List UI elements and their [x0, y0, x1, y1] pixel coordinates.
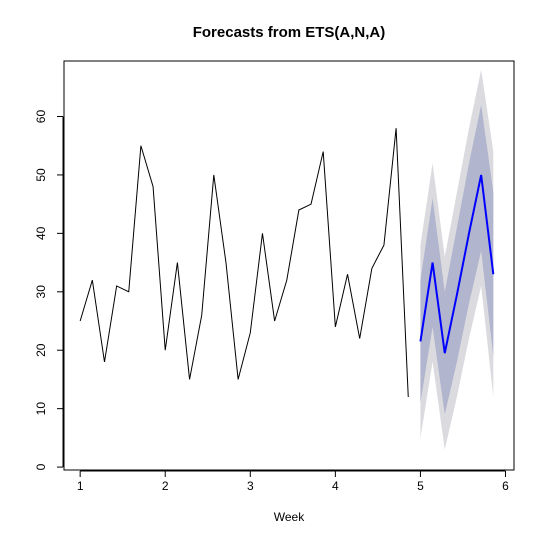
- band-80: [420, 104, 494, 415]
- forecast-mean-line: [419, 174, 495, 354]
- x-tick-label: 4: [332, 479, 339, 493]
- prediction-intervals: [420, 69, 494, 450]
- x-tick-label: 5: [417, 479, 424, 493]
- plot-frame: [63, 60, 515, 471]
- x-tick-label: 1: [77, 479, 84, 493]
- y-tick-label: 30: [34, 285, 48, 299]
- y-tick-label: 60: [34, 110, 48, 124]
- series-lines: [79, 128, 495, 397]
- y-tick-label: 0: [34, 463, 48, 470]
- y-tick-label: 20: [34, 343, 48, 357]
- observed-line: [79, 128, 409, 397]
- y-tick-label: 40: [34, 226, 48, 240]
- x-tick-label: 3: [247, 479, 254, 493]
- chart-title: Forecasts from ETS(A,N,A): [193, 24, 386, 41]
- x-tick-label: 6: [502, 479, 509, 493]
- x-axis-label: Week: [274, 510, 305, 524]
- x-tick-label: 2: [162, 479, 169, 493]
- y-tick-label: 50: [34, 168, 48, 182]
- y-tick-label: 10: [34, 402, 48, 416]
